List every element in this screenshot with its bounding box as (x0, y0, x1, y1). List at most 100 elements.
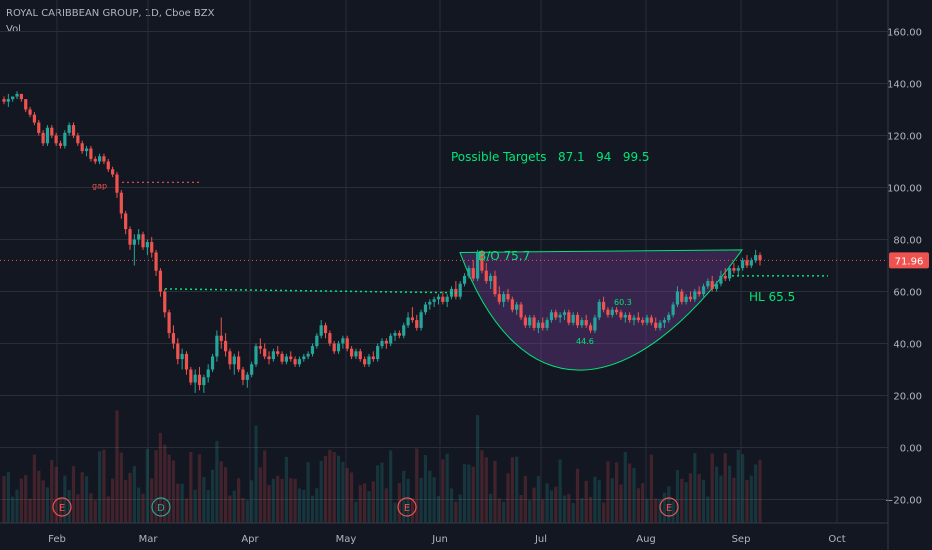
candle (536, 320, 541, 334)
volume-bar (719, 475, 723, 523)
candle (19, 93, 23, 102)
candle-body (15, 93, 19, 97)
candle-body (254, 346, 258, 365)
candle-body (228, 351, 232, 365)
candle-body (571, 314, 575, 323)
x-tick-label: Oct (828, 534, 845, 545)
volume-bar (32, 454, 37, 523)
candle (714, 281, 719, 292)
candle (628, 312, 632, 323)
candle (545, 317, 549, 331)
candle (754, 249, 758, 263)
volume-bar (154, 450, 158, 523)
candle-body (58, 143, 63, 146)
candle-body (171, 333, 176, 344)
candle (480, 249, 484, 274)
candle (336, 340, 341, 354)
candle-body (28, 109, 32, 115)
candle-body (310, 346, 315, 354)
volume-bar (610, 478, 614, 523)
candle-body (597, 301, 601, 318)
last-price-tag: 71.96 (889, 252, 929, 269)
candle-body (180, 353, 184, 360)
candle (554, 309, 558, 321)
candle-body (323, 325, 328, 334)
candle (458, 281, 462, 300)
candle-body (701, 286, 706, 295)
candle (54, 132, 58, 146)
volume-bar (423, 455, 428, 523)
event-marker[interactable]: E (659, 497, 679, 517)
candle (58, 140, 63, 149)
candle (263, 343, 267, 360)
volume-bar (528, 500, 532, 523)
volume-bar (71, 466, 76, 523)
candle-body (502, 294, 506, 302)
volume-bar (389, 450, 393, 523)
candle-body (584, 320, 588, 326)
event-letter: D (157, 503, 165, 514)
event-marker[interactable]: D (151, 497, 171, 517)
volume-bar (197, 454, 202, 523)
candle-body (558, 314, 562, 318)
candle-body (119, 192, 123, 214)
cup-pattern (459, 249, 743, 371)
event-letter: E (59, 503, 65, 514)
candle (549, 309, 554, 323)
volume-bar (406, 478, 410, 523)
volume-bar (519, 494, 523, 523)
candle-body (619, 312, 623, 318)
candle (184, 351, 189, 375)
candle-body (515, 304, 519, 310)
volume-bar (723, 453, 727, 523)
candle (389, 333, 393, 347)
volume-bar (714, 466, 719, 523)
candle (106, 158, 110, 172)
y-tick-label: 120.00 (887, 132, 922, 143)
volume-bar (467, 464, 471, 523)
candle (701, 283, 706, 297)
candle (171, 325, 176, 349)
volume-bar (584, 480, 588, 523)
volume-bar (449, 488, 454, 523)
candle (736, 265, 740, 276)
volume-bar (475, 415, 480, 523)
candle (6, 93, 10, 107)
volume-bar (128, 472, 132, 523)
candle (432, 296, 436, 308)
candle (132, 234, 136, 266)
candle-body (206, 369, 210, 378)
candle (723, 268, 727, 282)
volume-bar (484, 457, 488, 523)
candle-body (519, 304, 523, 318)
candle (158, 268, 163, 297)
candle-body (580, 320, 584, 326)
candle-body (623, 314, 627, 318)
candle (150, 236, 154, 258)
candle-body (241, 369, 245, 380)
candle-body (97, 156, 102, 162)
candle-body (319, 325, 323, 336)
candle (441, 291, 445, 305)
candle (419, 309, 423, 331)
candle (645, 314, 649, 326)
volume-bar (667, 486, 671, 523)
x-tick-label: Jun (431, 534, 448, 545)
volume-bar (419, 477, 423, 523)
higher-low-annotation: HL 65.5 (749, 290, 795, 304)
candle-body (284, 356, 289, 362)
candle-body (54, 135, 58, 144)
y-tick-label: 60.00 (893, 288, 922, 299)
candle (237, 351, 241, 373)
candle-body (280, 353, 284, 362)
event-marker[interactable]: E (397, 497, 417, 517)
symbol-title[interactable]: ROYAL CARIBBEAN GROUP, 1D, Cboe BZX (6, 8, 215, 19)
volume-bar (554, 486, 558, 523)
event-marker[interactable]: E (52, 497, 72, 517)
candle (662, 317, 667, 328)
candle-body (575, 314, 580, 326)
candle-body (419, 312, 423, 328)
candle-body (649, 317, 653, 323)
